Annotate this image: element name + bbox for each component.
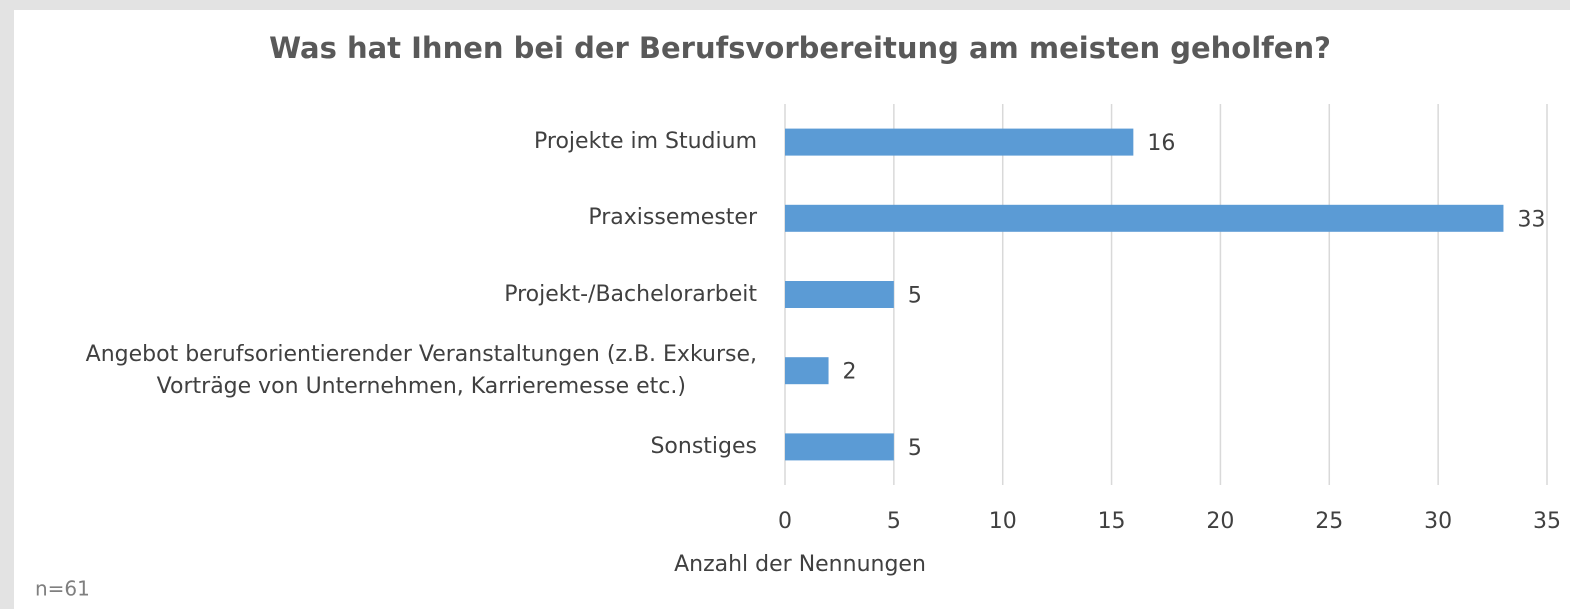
bar — [785, 357, 829, 385]
value-label: 5 — [908, 284, 922, 309]
x-tick-label: 25 — [1315, 509, 1343, 534]
x-tick-label: 30 — [1424, 509, 1452, 534]
y-tick-label: Sonstiges — [650, 433, 757, 459]
x-tick-label: 20 — [1206, 509, 1234, 534]
note: n=61 — [35, 577, 90, 601]
value-label: 2 — [843, 360, 857, 385]
x-tick-label: 10 — [989, 509, 1017, 534]
x-tick-label: 35 — [1533, 509, 1561, 534]
x-axis-label: Anzahl der Nennungen — [674, 552, 926, 577]
y-tick-label: Projekte im Studium — [534, 129, 757, 155]
bar — [785, 128, 1134, 156]
chart-area — [14, 10, 1570, 609]
bar — [785, 433, 894, 461]
y-tick-label: Angebot berufsorientierender Veranstaltu… — [85, 341, 757, 399]
x-tick-label: 0 — [778, 509, 792, 534]
value-label: 33 — [1517, 207, 1545, 232]
bar — [785, 204, 1504, 232]
x-tick-label: 15 — [1098, 509, 1126, 534]
y-tick-label: Praxissemester — [588, 205, 757, 231]
x-tick-label: 5 — [887, 509, 901, 534]
y-tick-label: Projekt-/Bachelorarbeit — [504, 281, 757, 307]
bar — [785, 281, 894, 308]
value-label: 16 — [1147, 131, 1175, 156]
value-label: 5 — [908, 436, 922, 461]
chart-title: Was hat Ihnen bei der Berufsvorbereitung… — [269, 31, 1331, 65]
